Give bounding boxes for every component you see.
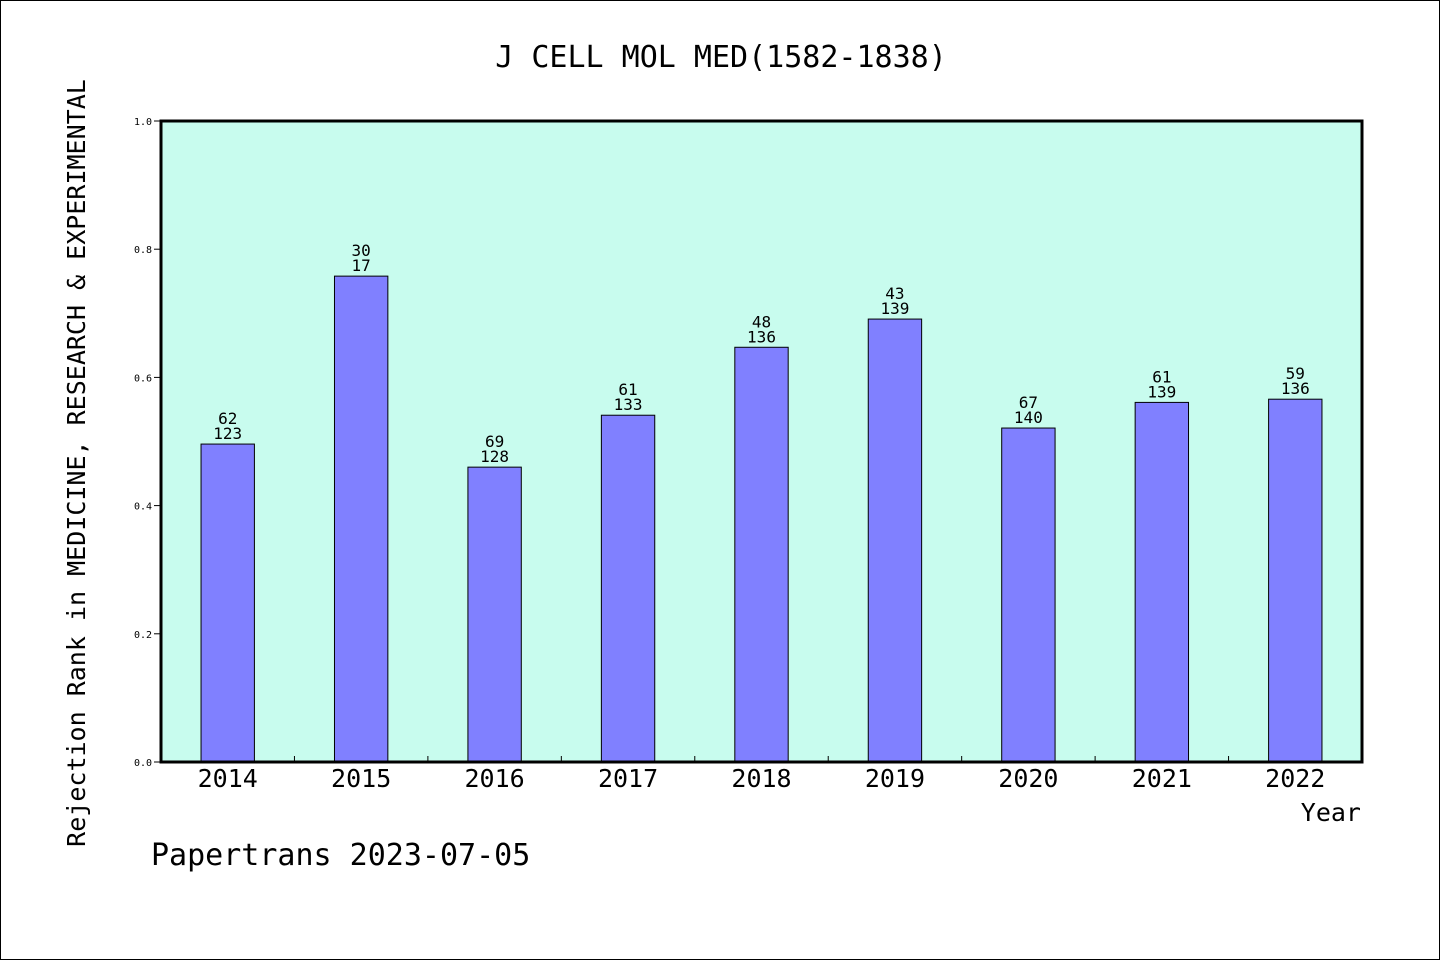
- bar: [200, 443, 255, 763]
- bar-label-top: 43: [885, 284, 904, 303]
- x-axis-label: Year: [1301, 798, 1361, 827]
- x-tick-label: 2016: [465, 764, 525, 793]
- footer-text: Papertrans 2023-07-05: [151, 838, 530, 873]
- bar-label-top: 59: [1286, 364, 1305, 383]
- x-axis: 2014 2015 2016 2017 2018 2019 2020 2021 2022: [198, 756, 1325, 793]
- bar-label-top: 69: [485, 432, 504, 451]
- bar: [1001, 427, 1056, 763]
- x-tick-label: 2018: [731, 764, 791, 793]
- bar-label-bottom: 136: [747, 327, 776, 346]
- bar-label-bottom: 128: [480, 447, 509, 466]
- bar: [1268, 398, 1323, 763]
- bar-label-top: 48: [752, 312, 771, 331]
- bar-label-bottom: 139: [1147, 382, 1176, 401]
- plot-border: [159, 119, 1364, 764]
- x-tick-label: 2020: [998, 764, 1058, 793]
- bar: [467, 466, 522, 763]
- bar-label-top: 61: [1152, 367, 1171, 386]
- bar-label-top: 62: [218, 409, 237, 428]
- bar-label-bottom: 133: [614, 395, 643, 414]
- y-axis-label: Rejection Rank in MEDICINE, RESEARCH & E…: [62, 79, 91, 847]
- bar: [1134, 401, 1190, 763]
- bar-label-bottom: 140: [1014, 408, 1043, 427]
- chart-title: J CELL MOL MED(1582-1838): [495, 40, 947, 75]
- y-tick-label: 0.6: [134, 373, 152, 384]
- x-tick-label: 2022: [1265, 764, 1325, 793]
- bar-label-bottom: 136: [1281, 379, 1310, 398]
- x-tick-label: 2017: [598, 764, 658, 793]
- y-axis: 0.0 0.2 0.4 0.6 0.8 1.0: [134, 117, 161, 769]
- bar-label-top: 61: [618, 380, 637, 399]
- y-tick-label: 0.4: [134, 502, 152, 513]
- bar: [867, 318, 923, 763]
- y-tick-label: 1.0: [134, 117, 152, 128]
- bar: [600, 414, 656, 763]
- x-tick-label: 2019: [865, 764, 925, 793]
- y-tick-label: 0.2: [134, 630, 152, 641]
- bar-label-top: 30: [352, 241, 371, 260]
- bar: [734, 346, 789, 763]
- y-tick-label: 0.0: [134, 758, 152, 769]
- x-tick-label: 2014: [198, 764, 258, 793]
- bar: [333, 275, 389, 763]
- bar-label-bottom: 139: [880, 299, 909, 318]
- y-tick-label: 0.8: [134, 245, 152, 256]
- bar-label-bottom: 123: [213, 424, 242, 443]
- x-tick-label: 2021: [1132, 764, 1192, 793]
- x-tick-label: 2015: [331, 764, 391, 793]
- bar-label-bottom: 17: [352, 256, 371, 275]
- bar-label-top: 67: [1019, 393, 1038, 412]
- bars-group: 6212330176912861133481364313967140611395…: [200, 241, 1323, 763]
